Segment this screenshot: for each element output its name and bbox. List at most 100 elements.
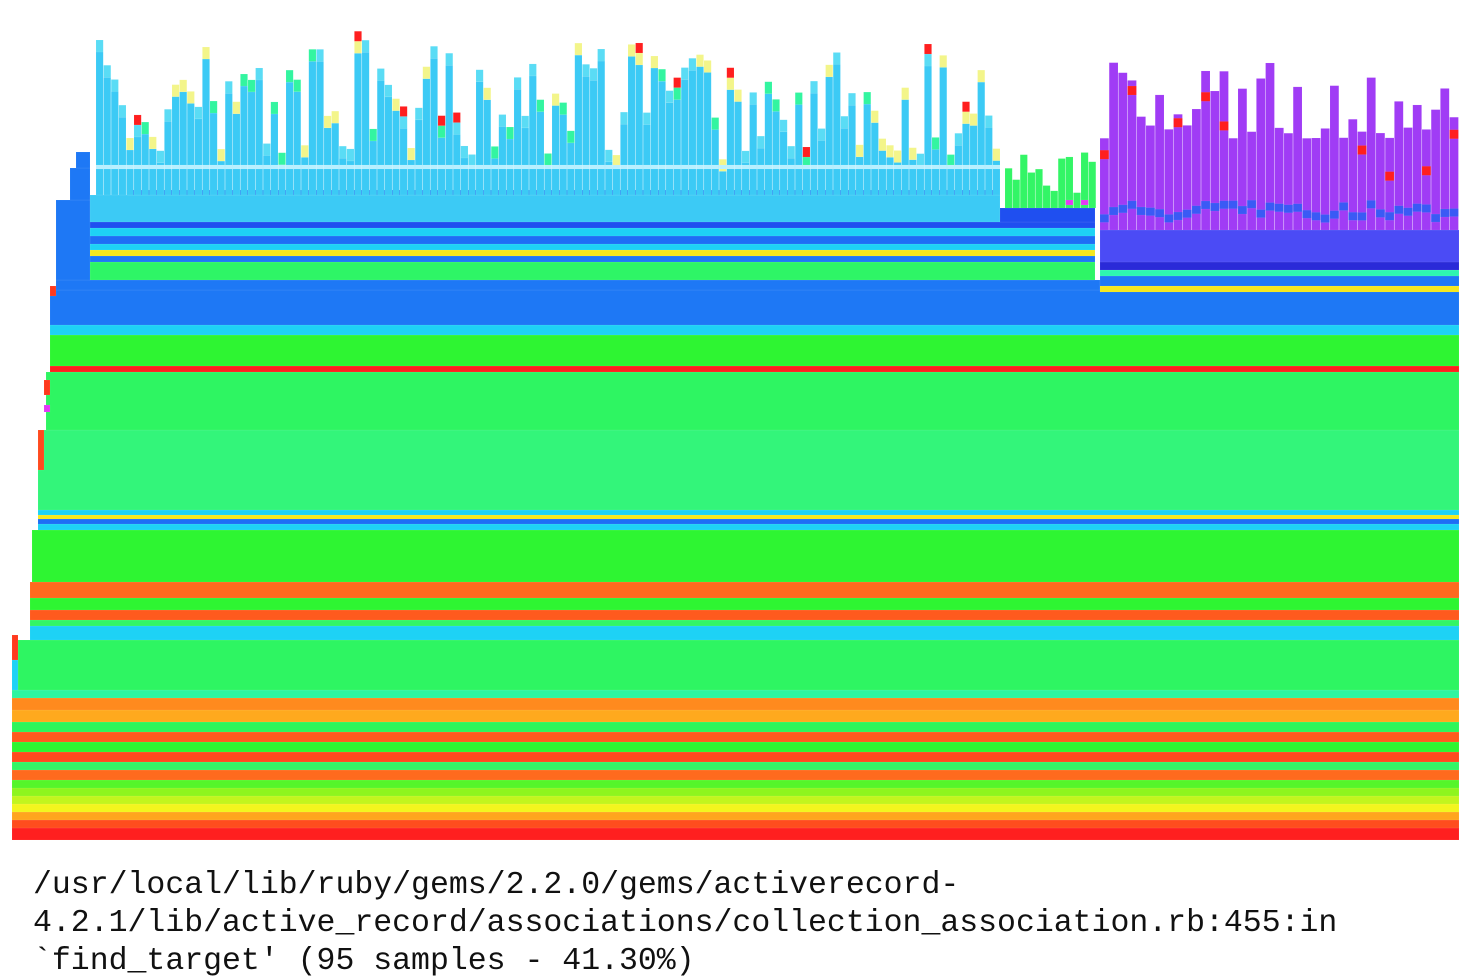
- frame[interactable]: [338, 164, 347, 170]
- frame[interactable]: [1099, 149, 1110, 160]
- frame[interactable]: [521, 127, 530, 196]
- frame[interactable]: [551, 164, 560, 170]
- frame[interactable]: [673, 87, 682, 100]
- frame[interactable]: [11, 751, 1459, 763]
- frame[interactable]: [1384, 137, 1395, 231]
- frame[interactable]: [901, 99, 910, 196]
- frame[interactable]: [680, 67, 689, 80]
- frame[interactable]: [536, 99, 545, 112]
- frame[interactable]: [11, 697, 1459, 711]
- frame[interactable]: [43, 379, 51, 396]
- frame[interactable]: [931, 137, 940, 150]
- frame[interactable]: [779, 164, 788, 170]
- frame[interactable]: [49, 334, 1459, 367]
- frame[interactable]: [559, 102, 568, 115]
- frame[interactable]: [528, 164, 537, 170]
- frame[interactable]: [126, 149, 134, 196]
- frame[interactable]: [89, 261, 1096, 281]
- frame[interactable]: [209, 112, 218, 196]
- frame[interactable]: [1430, 213, 1441, 223]
- frame[interactable]: [642, 124, 651, 196]
- frame[interactable]: [1449, 129, 1459, 139]
- frame[interactable]: [528, 63, 537, 77]
- frame[interactable]: [506, 126, 514, 140]
- frame[interactable]: [475, 164, 484, 170]
- frame[interactable]: [1449, 116, 1459, 231]
- frame[interactable]: [1421, 129, 1432, 231]
- frame[interactable]: [232, 101, 241, 115]
- frame[interactable]: [240, 85, 248, 196]
- frame[interactable]: [551, 93, 560, 106]
- frame[interactable]: [247, 91, 256, 196]
- frame[interactable]: [490, 146, 499, 159]
- frame[interactable]: [498, 164, 507, 170]
- frame[interactable]: [901, 87, 910, 100]
- frame[interactable]: [794, 164, 803, 170]
- frame[interactable]: [506, 164, 514, 170]
- frame[interactable]: [1430, 109, 1441, 231]
- frame[interactable]: [224, 164, 233, 170]
- frame[interactable]: [316, 49, 324, 62]
- frame[interactable]: [37, 518, 1459, 525]
- frame[interactable]: [817, 128, 826, 141]
- frame[interactable]: [103, 65, 112, 78]
- frame[interactable]: [962, 164, 970, 170]
- frame[interactable]: [331, 110, 340, 124]
- frame[interactable]: [95, 51, 104, 196]
- frame[interactable]: [1246, 131, 1257, 231]
- frame[interactable]: [870, 110, 879, 123]
- frame[interactable]: [11, 787, 1459, 797]
- frame[interactable]: [11, 769, 1459, 781]
- frame[interactable]: [977, 164, 986, 170]
- frame[interactable]: [597, 164, 606, 170]
- frame[interactable]: [270, 101, 279, 115]
- frame[interactable]: [1118, 204, 1128, 214]
- frame[interactable]: [1329, 85, 1340, 231]
- frame[interactable]: [89, 249, 1096, 257]
- frame[interactable]: [635, 52, 644, 66]
- frame[interactable]: [11, 659, 19, 691]
- frame[interactable]: [1228, 200, 1238, 209]
- frame[interactable]: [787, 164, 796, 170]
- frame[interactable]: [430, 46, 438, 59]
- frame[interactable]: [825, 76, 834, 196]
- frame[interactable]: [878, 150, 887, 196]
- frame[interactable]: [285, 164, 294, 170]
- frame[interactable]: [1394, 205, 1404, 215]
- frame[interactable]: [262, 155, 271, 196]
- frame[interactable]: [908, 164, 917, 170]
- frame[interactable]: [1348, 211, 1358, 221]
- frame[interactable]: [513, 164, 522, 170]
- frame[interactable]: [969, 125, 978, 196]
- frame[interactable]: [1191, 205, 1202, 215]
- frame[interactable]: [696, 164, 704, 170]
- frame[interactable]: [528, 75, 537, 196]
- frame[interactable]: [194, 164, 203, 170]
- frame[interactable]: [726, 67, 735, 78]
- frame[interactable]: [262, 164, 271, 170]
- frame[interactable]: [1412, 104, 1422, 231]
- frame[interactable]: [89, 227, 1096, 237]
- frame[interactable]: [589, 80, 598, 196]
- frame[interactable]: [354, 164, 362, 170]
- frame[interactable]: [49, 289, 1459, 326]
- frame[interactable]: [29, 597, 1459, 611]
- frame[interactable]: [711, 117, 720, 130]
- frame[interactable]: [1292, 203, 1303, 213]
- frame[interactable]: [399, 164, 408, 170]
- frame[interactable]: [29, 625, 1459, 641]
- frame[interactable]: [89, 235, 1096, 245]
- frame[interactable]: [133, 114, 142, 126]
- frame[interactable]: [1210, 90, 1220, 231]
- frame[interactable]: [680, 164, 689, 170]
- frame[interactable]: [954, 145, 963, 196]
- frame[interactable]: [346, 148, 355, 162]
- frame[interactable]: [1164, 214, 1174, 223]
- frame[interactable]: [29, 609, 1459, 621]
- frame[interactable]: [1265, 202, 1275, 211]
- frame[interactable]: [316, 164, 324, 170]
- frame[interactable]: [1191, 108, 1202, 231]
- frame[interactable]: [89, 221, 1096, 229]
- frame[interactable]: [293, 79, 302, 92]
- frame[interactable]: [612, 166, 621, 196]
